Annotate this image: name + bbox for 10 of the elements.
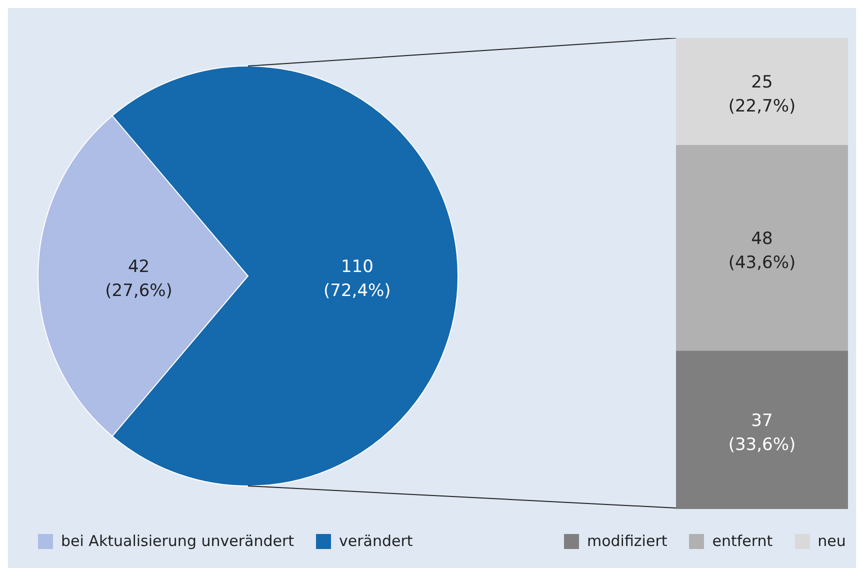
data-label: 48 (43,6%) xyxy=(728,228,796,273)
legend-label: bei Aktualisierung unverändert xyxy=(61,532,294,550)
data-label: 42 (27,6%) xyxy=(105,257,172,301)
legend-label: modifiziert xyxy=(587,532,668,550)
data-label: 110 (72,4%) xyxy=(324,257,391,301)
data-label: 25 (22,7%) xyxy=(728,72,796,117)
legend-label: verändert xyxy=(339,532,413,550)
legend-label: neu xyxy=(818,532,846,550)
legend-label: entfernt xyxy=(712,532,773,550)
data-label: 37 (33,6%) xyxy=(728,410,796,455)
